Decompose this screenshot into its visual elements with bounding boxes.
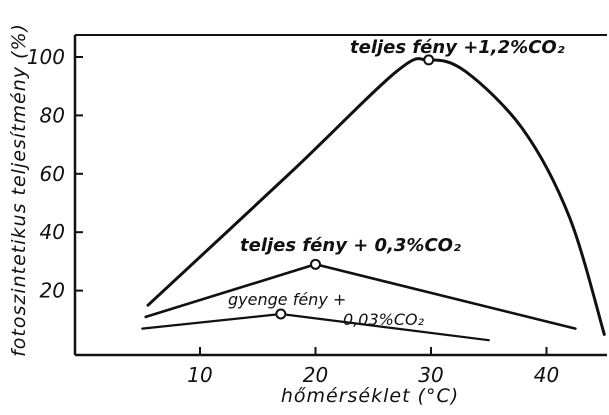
x-tick-label-30: 30 xyxy=(418,363,443,387)
x-tick-label-20: 20 xyxy=(303,363,328,387)
series-line-3 xyxy=(141,312,490,342)
y-tick-label-40: 40 xyxy=(40,220,65,244)
series-label-2: teljes fény + 0,3%CO₂ xyxy=(240,235,461,256)
x-tick-label-10: 10 xyxy=(187,363,212,387)
x-axis-title: hőmérséklet (°C) xyxy=(281,385,459,407)
series-label-3-line2: 0,03%CO₂ xyxy=(343,310,425,329)
series-label-3-line1: gyenge fény + xyxy=(228,290,346,309)
y-tick-label-60: 60 xyxy=(40,162,65,186)
y-axis-title: fotoszintetikus teljesítmény (%) xyxy=(8,23,30,357)
series-lines xyxy=(141,54,606,342)
series-labels: teljes fény +1,2%CO₂ teljes fény + 0,3%CO… xyxy=(228,37,565,329)
series-line-1 xyxy=(146,57,606,336)
series-peak-marker-1 xyxy=(423,54,435,66)
y-tick-label-20: 20 xyxy=(40,279,65,303)
series-peak-marker-2 xyxy=(310,258,321,270)
series-peak-marker-3 xyxy=(275,308,287,320)
x-tick-label-40: 40 xyxy=(534,363,559,387)
series-label-1: teljes fény +1,2%CO₂ xyxy=(350,37,565,58)
plot-frame xyxy=(73,34,607,357)
y-tick-label-80: 80 xyxy=(40,103,65,127)
y-tick-label-100: 100 xyxy=(27,45,65,69)
axis-ticks: 10 20 30 40 20 40 60 80 100 xyxy=(27,45,559,387)
